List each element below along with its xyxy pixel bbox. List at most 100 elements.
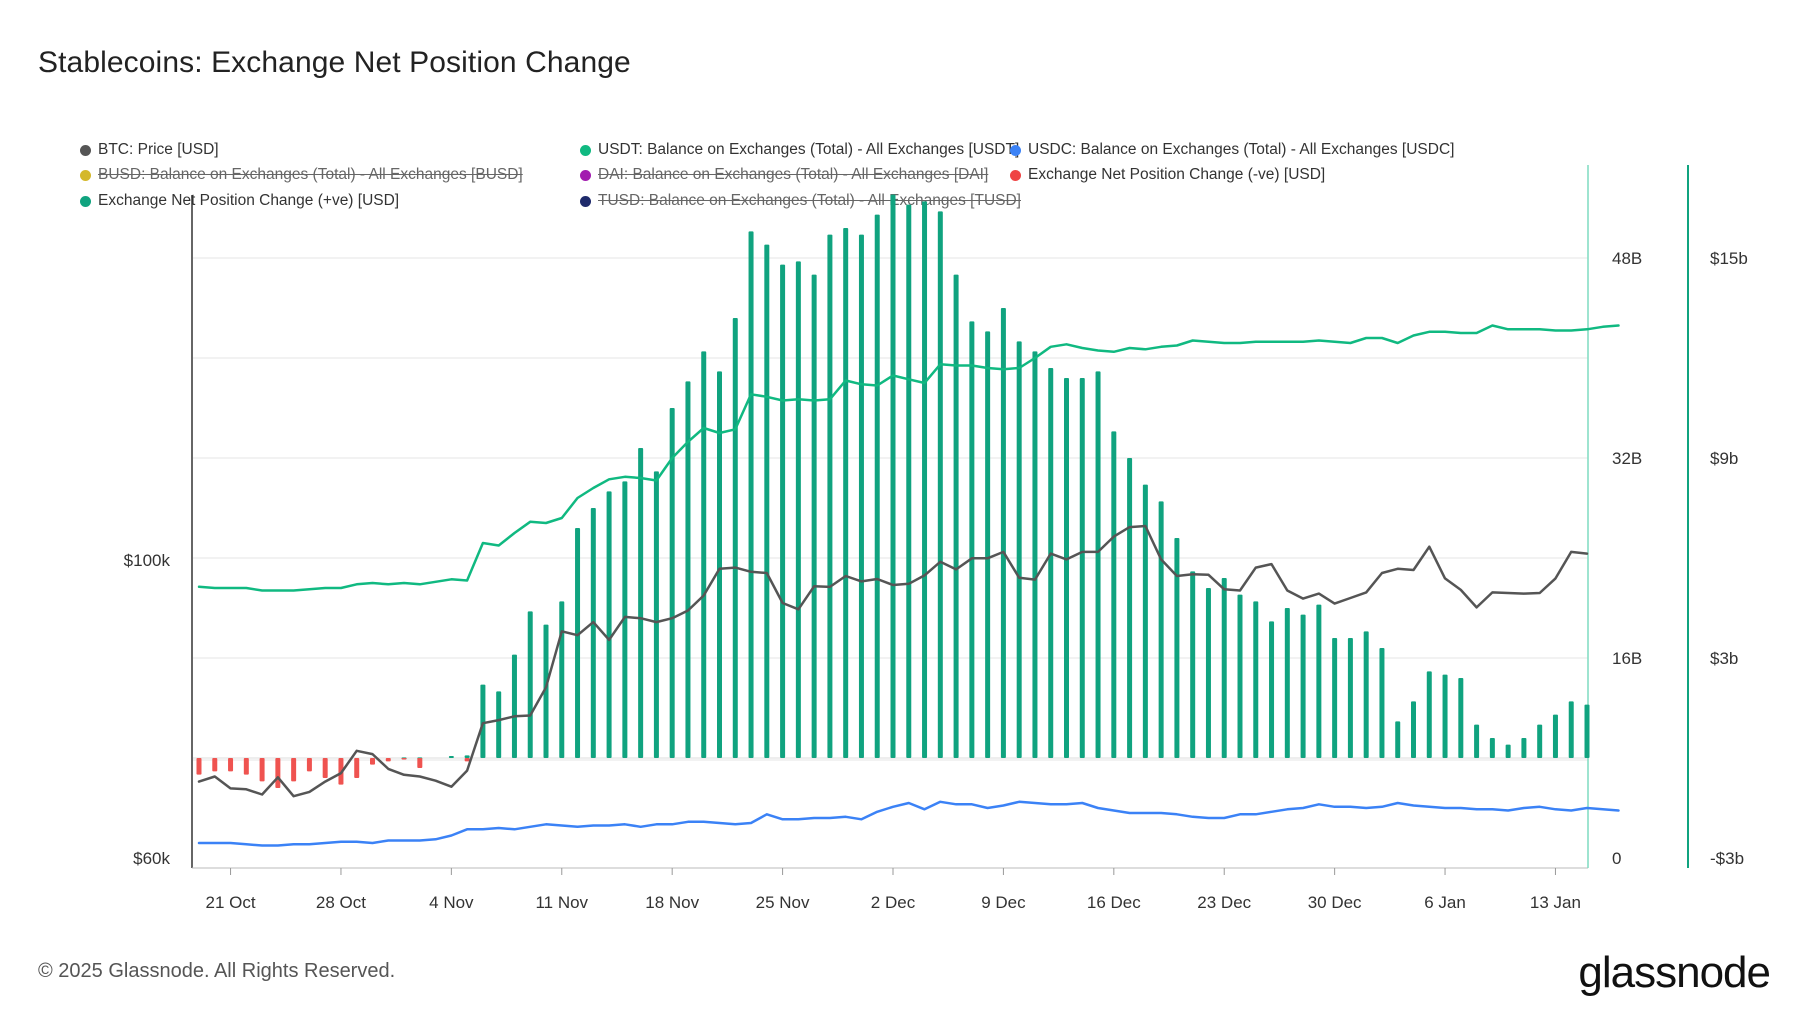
- right-axis-tick-label: -$3b: [1710, 849, 1744, 868]
- bar-negative: [291, 758, 297, 782]
- bar-positive: [1426, 671, 1432, 758]
- bar-positive: [1095, 371, 1101, 758]
- legend-item[interactable]: Exchange Net Position Change (+ve) [USD]: [80, 191, 399, 211]
- legend-item[interactable]: USDC: Balance on Exchanges (Total) - All…: [1010, 140, 1454, 160]
- legend-item[interactable]: DAI: Balance on Exchanges (Total) - All …: [580, 165, 988, 185]
- bar-positive: [764, 244, 770, 758]
- legend-label: BTC: Price [USD]: [98, 141, 219, 158]
- usdc-line: [197, 800, 1620, 847]
- bar-positive: [906, 204, 912, 758]
- bar-positive: [575, 528, 581, 758]
- bar-positive: [1332, 638, 1338, 758]
- bar-negative: [417, 758, 423, 768]
- bar-positive: [1474, 724, 1480, 758]
- bar-negative: [275, 758, 281, 788]
- bar-positive: [559, 601, 565, 758]
- bar-positive: [496, 691, 502, 758]
- legend-label: Exchange Net Position Change (+ve) [USD]: [98, 192, 400, 209]
- bar-positive: [669, 408, 675, 758]
- bar-negative: [306, 758, 312, 772]
- legend-item[interactable]: BTC: Price [USD]: [80, 140, 219, 160]
- bar-positive: [701, 351, 707, 758]
- bar-positive: [858, 234, 864, 758]
- bar-positive: [1158, 501, 1164, 758]
- legend-label: USDT: Balance on Exchanges (Total) - All…: [598, 141, 1020, 158]
- bar-positive: [890, 194, 896, 758]
- bar-positive: [780, 264, 786, 758]
- bar-positive: [1237, 594, 1243, 758]
- left-axis-tick-label: $60k: [133, 849, 170, 868]
- mid-axis-tick-label: 16B: [1612, 649, 1642, 668]
- bar-positive: [1568, 701, 1574, 758]
- x-tick-label: 30 Dec: [1308, 893, 1362, 912]
- bar-negative: [212, 758, 218, 772]
- mid-axis-tick-label: 48B: [1612, 249, 1642, 268]
- bar-positive: [1111, 431, 1117, 758]
- legend-dot-icon: [580, 144, 591, 156]
- legend-dot-icon: [1010, 144, 1021, 156]
- bar-negative: [354, 758, 360, 778]
- right-axis-tick-label: $3b: [1710, 649, 1738, 668]
- bar-positive: [1379, 648, 1385, 758]
- chart-title: Stablecoins: Exchange Net Position Chang…: [38, 46, 631, 79]
- bar-positive: [937, 211, 943, 759]
- x-tick-label: 11 Nov: [535, 893, 588, 912]
- x-tick-label: 23 Dec: [1197, 893, 1251, 912]
- bar-positive: [1174, 538, 1180, 758]
- bar-positive: [1300, 614, 1306, 758]
- bar-positive: [748, 231, 754, 759]
- bar-positive: [638, 448, 644, 758]
- legend-item[interactable]: BUSD: Balance on Exchanges (Total) - All…: [80, 165, 523, 185]
- legend-dot-icon: [80, 144, 91, 156]
- btc-price-line: [197, 524, 1589, 798]
- x-tick-label: 25 Nov: [756, 893, 810, 912]
- bar-positive: [606, 491, 612, 758]
- bar-positive: [1316, 604, 1322, 758]
- x-tick-label: 2 Dec: [871, 893, 916, 912]
- bar-positive: [1505, 744, 1511, 758]
- x-tick-label: 16 Dec: [1087, 893, 1141, 912]
- bar-negative: [370, 758, 375, 765]
- legend-item[interactable]: USDT: Balance on Exchanges (Total) - All…: [580, 140, 1019, 160]
- legend-label: BUSD: Balance on Exchanges (Total) - All…: [98, 166, 523, 183]
- x-tick-label: 9 Dec: [981, 893, 1026, 912]
- x-tick-label: 13 Jan: [1530, 893, 1581, 912]
- legend-dot-icon: [580, 169, 591, 181]
- bar-positive: [590, 508, 596, 758]
- x-tick-label: 28 Oct: [316, 893, 366, 912]
- legend-dot-icon: [80, 195, 91, 207]
- bar-negative: [322, 758, 328, 778]
- legend-item[interactable]: TUSD: Balance on Exchanges (Total) - All…: [580, 191, 1021, 211]
- bar-positive: [811, 274, 817, 758]
- mid-axis-tick-label: 32B: [1612, 449, 1642, 468]
- bar-positive: [985, 331, 991, 758]
- bar-positive: [1127, 458, 1133, 758]
- bar-positive: [1584, 704, 1590, 758]
- legend-item[interactable]: Exchange Net Position Change (-ve) [USD]: [1010, 165, 1325, 185]
- copyright-text: © 2025 Glassnode. All Rights Reserved.: [38, 960, 396, 982]
- bar-positive: [1521, 738, 1527, 758]
- x-tick-label: 6 Jan: [1424, 893, 1466, 912]
- bar-positive: [1552, 714, 1558, 758]
- x-tick-label: 18 Nov: [645, 893, 699, 912]
- legend: BTC: Price [USD] USDT: Balance on Exchang…: [80, 140, 1580, 220]
- bar-positive: [480, 684, 486, 758]
- legend-label: DAI: Balance on Exchanges (Total) - All …: [598, 166, 989, 183]
- bar-positive: [1269, 621, 1275, 758]
- bar-negative: [401, 758, 407, 760]
- bar-negative: [464, 758, 470, 762]
- bar-positive: [1347, 638, 1353, 758]
- bar-positive: [1000, 308, 1006, 758]
- bar-positive: [685, 381, 691, 758]
- bar-positive: [1064, 378, 1069, 758]
- x-tick-label: 4 Nov: [429, 893, 474, 912]
- bar-positive: [827, 234, 833, 758]
- bar-positive: [795, 261, 801, 758]
- legend-label: USDC: Balance on Exchanges (Total) - All…: [1028, 141, 1455, 158]
- bar-positive: [1190, 571, 1196, 758]
- bar-positive: [1411, 701, 1416, 758]
- mid-axis-tick-label: 0: [1612, 849, 1621, 868]
- bar-positive: [1395, 721, 1401, 758]
- bar-positive: [1032, 351, 1038, 758]
